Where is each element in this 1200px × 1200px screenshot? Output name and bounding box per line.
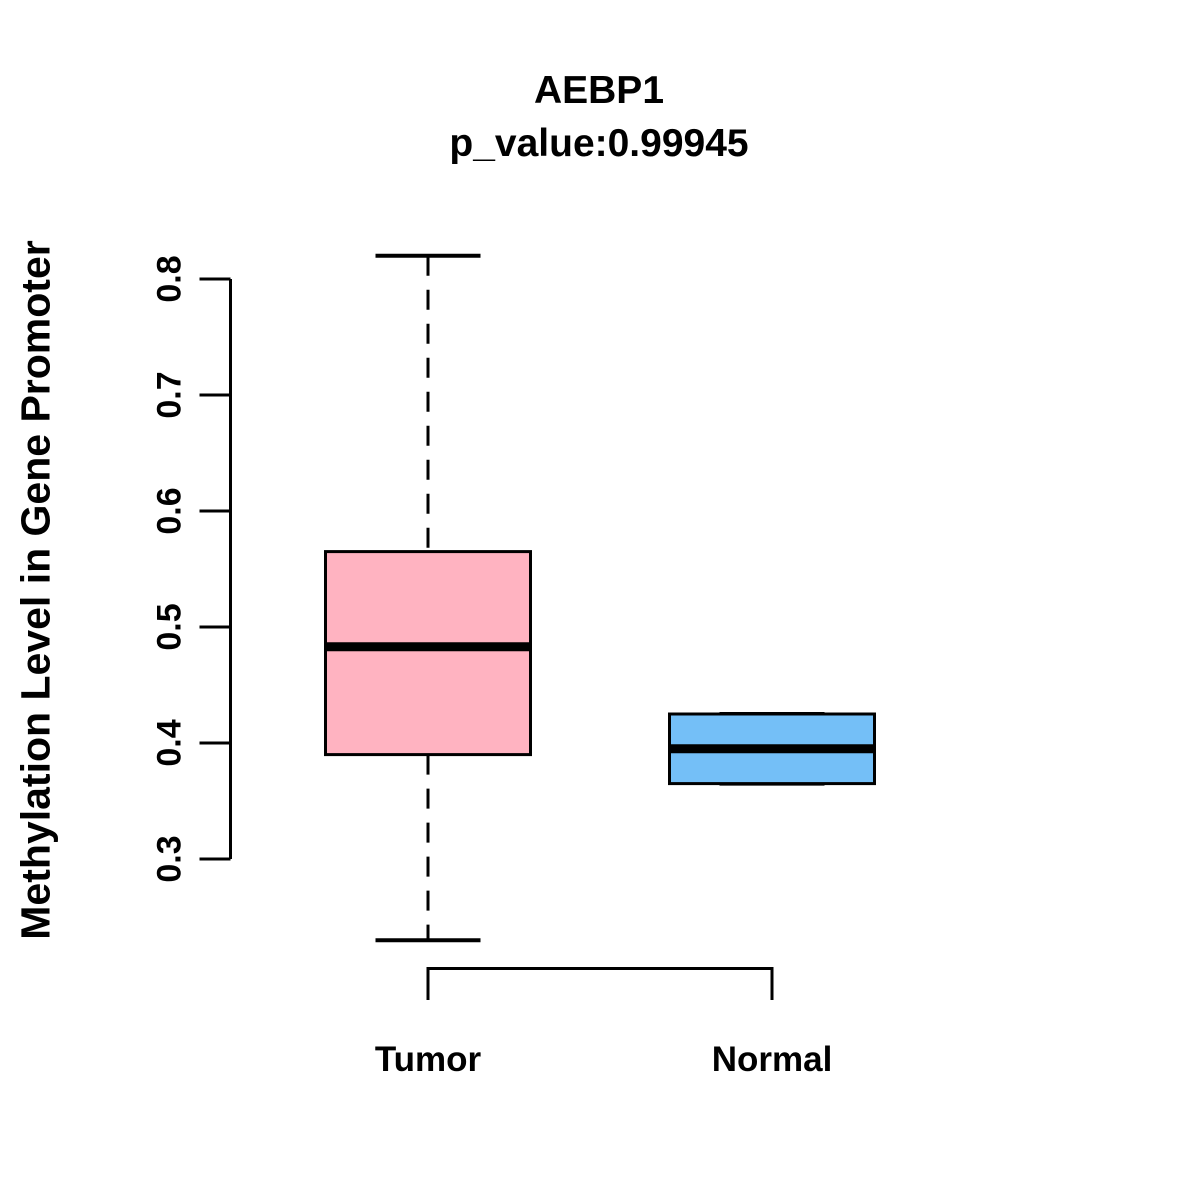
y-tick-label: 0.7 [150, 371, 189, 419]
tumor-box [324, 550, 532, 757]
y-tick-label: 0.3 [150, 835, 189, 883]
chart-subtitle: p_value:0.99945 [449, 121, 749, 165]
x-category-label-normal: Normal [711, 1040, 833, 1079]
chart-title: AEBP1 [533, 69, 665, 112]
y-tick-label: 0.8 [150, 255, 189, 303]
y-tick-label: 0.5 [150, 603, 189, 651]
y-tick-label: 0.4 [150, 719, 189, 767]
chart-title-block: AEBP1 p_value:0.99945 [0, 68, 1198, 168]
y-tick-label: 0.6 [150, 487, 189, 535]
x-category-label-tumor: Tumor [374, 1040, 482, 1079]
